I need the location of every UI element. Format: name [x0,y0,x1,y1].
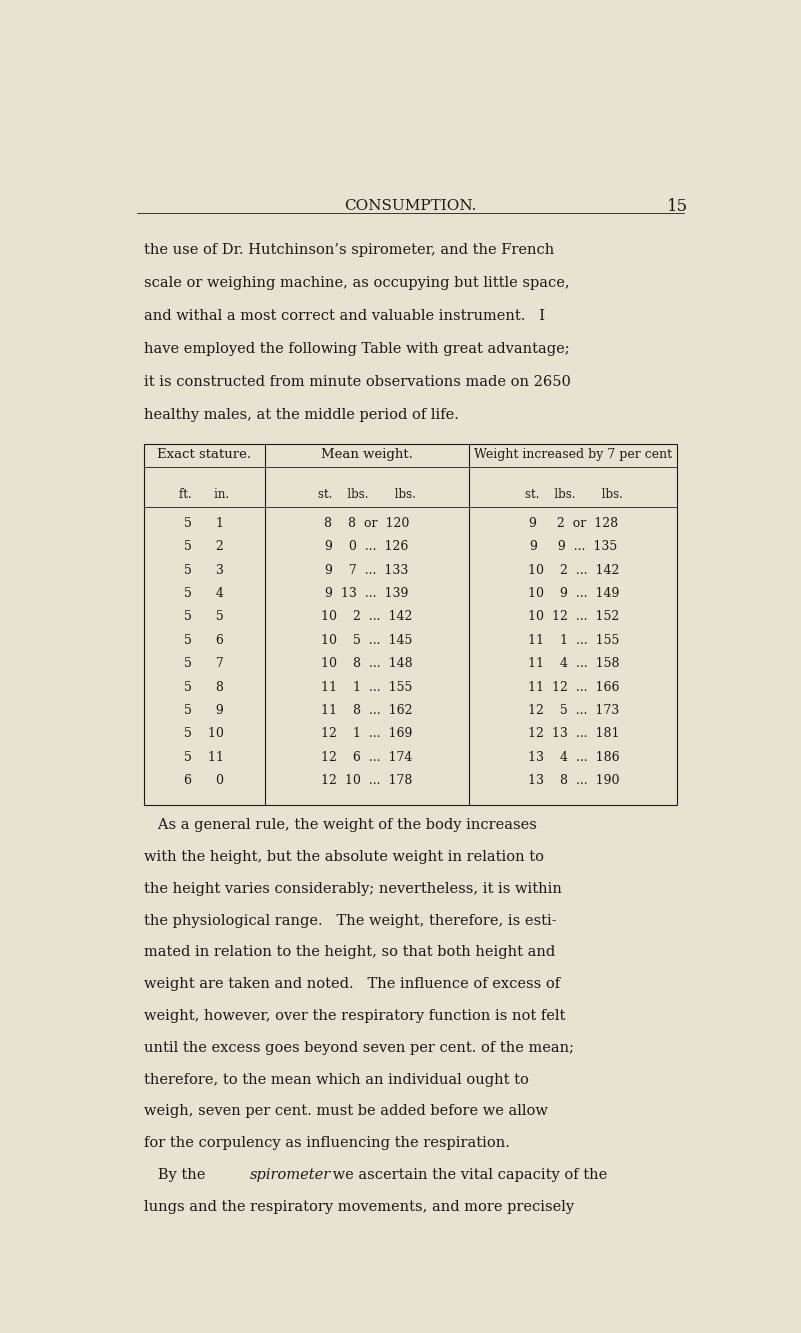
Text: 15: 15 [667,197,688,215]
Text: the use of Dr. Hutchinson’s spirometer, and the French: the use of Dr. Hutchinson’s spirometer, … [143,244,553,257]
Text: it is constructed from minute observations made on 2650: it is constructed from minute observatio… [143,375,570,389]
Text: Mean weight.: Mean weight. [321,448,413,461]
Text: we ascertain the vital capacity of the: we ascertain the vital capacity of the [328,1168,607,1182]
Text: 10    2  ...  142: 10 2 ... 142 [321,611,413,624]
Text: weight are taken and noted.   The influence of excess of: weight are taken and noted. The influenc… [143,977,560,992]
Text: 10    8  ...  148: 10 8 ... 148 [321,657,413,670]
Text: until the excess goes beyond seven per cent. of the mean;: until the excess goes beyond seven per c… [143,1041,574,1054]
Text: mated in relation to the height, so that both height and: mated in relation to the height, so that… [143,945,555,960]
Text: 6      0: 6 0 [184,774,224,788]
Text: healthy males, at the middle period of life.: healthy males, at the middle period of l… [143,408,458,421]
Text: 5      3: 5 3 [184,564,224,577]
Text: 5      9: 5 9 [184,704,224,717]
Text: 10    2  ...  142: 10 2 ... 142 [528,564,619,577]
Text: 11    1  ...  155: 11 1 ... 155 [528,633,619,647]
Text: 9    0  ...  126: 9 0 ... 126 [325,540,409,553]
Text: As a general rule, the weight of the body increases: As a general rule, the weight of the bod… [143,818,537,832]
Text: 10    5  ...  145: 10 5 ... 145 [321,633,413,647]
Text: 13    4  ...  186: 13 4 ... 186 [528,750,619,764]
Text: weigh, seven per cent. must be added before we allow: weigh, seven per cent. must be added bef… [143,1105,547,1118]
Text: 10  12  ...  152: 10 12 ... 152 [528,611,619,624]
Text: 11    1  ...  155: 11 1 ... 155 [321,681,413,693]
Text: with the height, but the absolute weight in relation to: with the height, but the absolute weight… [143,850,544,864]
Text: lungs and the respiratory movements, and more precisely: lungs and the respiratory movements, and… [143,1200,574,1214]
Text: weight, however, over the respiratory function is not felt: weight, however, over the respiratory fu… [143,1009,565,1022]
Text: 5    11: 5 11 [184,750,224,764]
Text: the height varies considerably; nevertheless, it is within: the height varies considerably; neverthe… [143,881,562,896]
Text: spirometer: spirometer [250,1168,331,1182]
Text: 9     2  or  128: 9 2 or 128 [529,517,618,529]
Text: 9     9  ...  135: 9 9 ... 135 [529,540,617,553]
Text: ft.      in.: ft. in. [179,488,229,501]
Text: 13    8  ...  190: 13 8 ... 190 [528,774,619,788]
Text: 5      4: 5 4 [184,587,224,600]
Text: 5      1: 5 1 [184,517,224,529]
Text: for the corpulency as influencing the respiration.: for the corpulency as influencing the re… [143,1136,509,1150]
Text: 12    6  ...  174: 12 6 ... 174 [321,750,413,764]
Text: 11  12  ...  166: 11 12 ... 166 [528,681,619,693]
Text: 5      5: 5 5 [184,611,224,624]
Text: Weight increased by 7 per cent: Weight increased by 7 per cent [474,448,673,461]
Text: 12  13  ...  181: 12 13 ... 181 [528,728,619,740]
Text: the physiological range.   The weight, therefore, is esti-: the physiological range. The weight, the… [143,913,556,928]
Text: By the: By the [143,1168,210,1182]
Text: Exact stature.: Exact stature. [157,448,252,461]
Text: 9    7  ...  133: 9 7 ... 133 [325,564,409,577]
Text: 5      7: 5 7 [184,657,224,670]
Text: st.    lbs.       lbs.: st. lbs. lbs. [318,488,416,501]
Text: 5      6: 5 6 [184,633,224,647]
Text: 11    4  ...  158: 11 4 ... 158 [528,657,619,670]
Text: 9  13  ...  139: 9 13 ... 139 [325,587,409,600]
Text: therefore, to the mean which an individual ought to: therefore, to the mean which an individu… [143,1073,529,1086]
Text: 10    9  ...  149: 10 9 ... 149 [528,587,619,600]
Text: st.    lbs.       lbs.: st. lbs. lbs. [525,488,622,501]
Text: 12  10  ...  178: 12 10 ... 178 [321,774,413,788]
Text: 5    10: 5 10 [184,728,224,740]
Text: 12    1  ...  169: 12 1 ... 169 [321,728,413,740]
Text: CONSUMPTION.: CONSUMPTION. [344,199,477,213]
Text: 11    8  ...  162: 11 8 ... 162 [321,704,413,717]
Text: 5      8: 5 8 [184,681,224,693]
Text: 12    5  ...  173: 12 5 ... 173 [528,704,619,717]
Text: have employed the following Table with great advantage;: have employed the following Table with g… [143,341,570,356]
Text: 8    8  or  120: 8 8 or 120 [324,517,410,529]
Text: scale or weighing machine, as occupying but little space,: scale or weighing machine, as occupying … [143,276,570,291]
Text: and withal a most correct and valuable instrument.   I: and withal a most correct and valuable i… [143,309,545,323]
Text: 5      2: 5 2 [184,540,224,553]
